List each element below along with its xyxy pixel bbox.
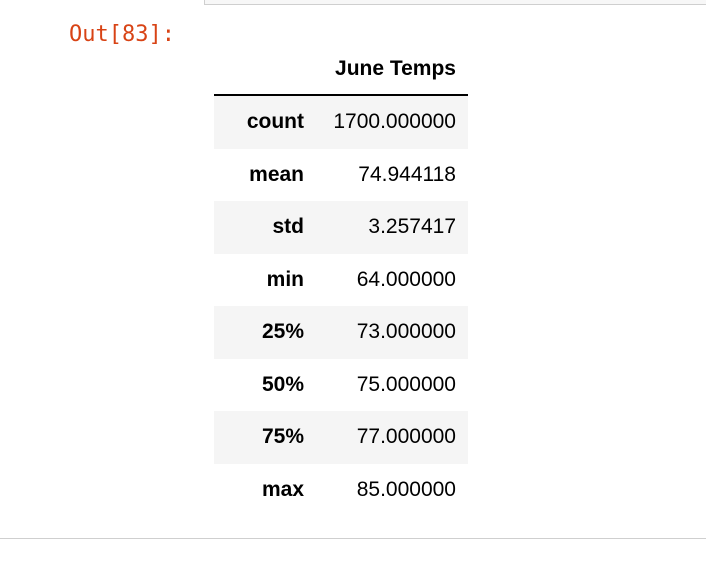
row-label: count: [246, 110, 304, 134]
table-row: 50% 75.000000: [214, 359, 468, 412]
row-value: 75.000000: [356, 372, 456, 396]
table-row: 75% 77.000000: [214, 411, 468, 464]
row-value: 64.000000: [356, 267, 456, 291]
row-label: 25%: [261, 320, 304, 344]
previous-cell-edge: [204, 0, 706, 5]
table-header-row: June Temps: [214, 44, 468, 96]
table-row: min 64.000000: [214, 254, 468, 307]
row-value: 1700.000000: [333, 110, 456, 134]
index-header-blank: [214, 44, 316, 96]
table-row: max 85.000000: [214, 464, 468, 517]
row-value: 73.000000: [356, 320, 456, 344]
row-label: mean: [249, 162, 304, 186]
output-prompt: Out[83]:: [69, 22, 175, 47]
table-row: count 1700.000000: [214, 95, 468, 149]
row-value: 74.944118: [358, 162, 456, 186]
column-header: June Temps: [316, 44, 468, 96]
table-row: 25% 73.000000: [214, 306, 468, 359]
dataframe-table: June Temps count 1700.000000 mean 74.944…: [214, 44, 468, 516]
row-label: 50%: [261, 372, 304, 396]
row-label: max: [261, 477, 304, 501]
row-value: 77.000000: [356, 425, 456, 449]
row-label: 75%: [261, 425, 304, 449]
cell-divider: [0, 538, 706, 539]
row-label: std: [272, 215, 305, 239]
table-row: mean 74.944118: [214, 149, 468, 202]
table-row: std 3.257417: [214, 201, 468, 254]
row-value: 85.000000: [356, 477, 456, 501]
row-label: min: [266, 267, 304, 291]
row-value: 3.257417: [368, 215, 456, 239]
